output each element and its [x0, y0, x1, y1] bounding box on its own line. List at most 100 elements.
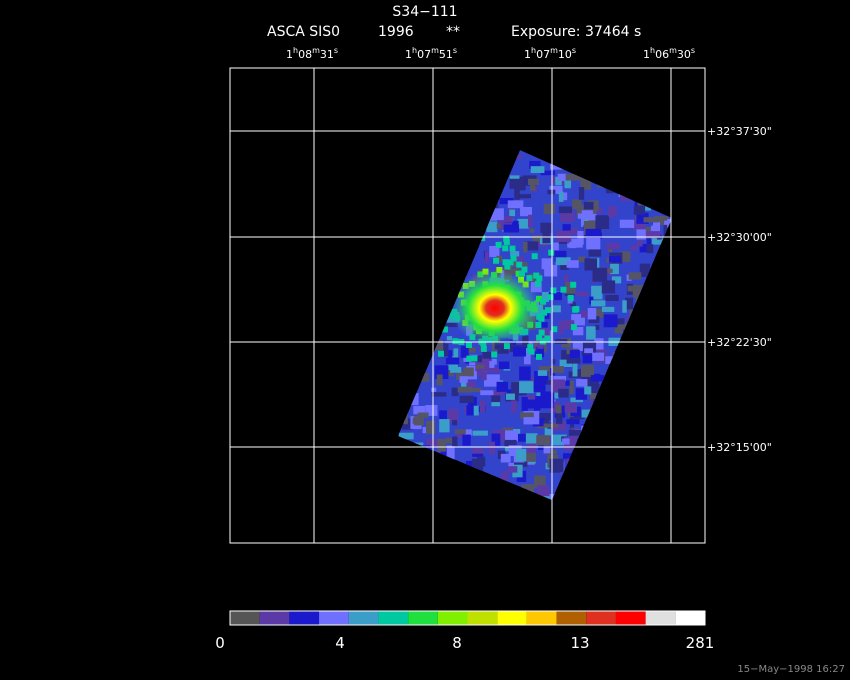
pixel-patch	[622, 300, 627, 313]
pixel-patch	[551, 358, 556, 365]
pixel-patch	[514, 186, 520, 200]
ra-value: 06	[655, 48, 669, 61]
pixel-patch	[587, 308, 597, 320]
pixel-patch	[431, 392, 447, 397]
pixel-patch	[504, 439, 517, 448]
pixel-patch	[564, 291, 575, 297]
pixel-patch	[646, 244, 654, 254]
ra-unit: s	[691, 46, 695, 55]
pixel-patch	[459, 376, 468, 383]
pixel-patch	[486, 221, 498, 233]
pixel-patch	[576, 208, 582, 218]
pixel-patch	[515, 448, 527, 462]
pixel-patch	[532, 235, 546, 243]
pixel-patch	[577, 230, 584, 245]
pixel-patch	[452, 420, 458, 426]
pixel-patch	[439, 410, 448, 420]
ra-unit: m	[550, 46, 558, 55]
colorbar-swatch	[378, 611, 409, 625]
pixel-patch	[544, 335, 551, 342]
colorbar-swatch	[467, 611, 498, 625]
pixel-patch	[515, 270, 522, 277]
pixel-patch	[646, 238, 652, 249]
pixel-patch	[570, 397, 583, 403]
pixel-patch	[636, 212, 649, 224]
pixel-patch	[584, 258, 598, 271]
pixel-patch	[601, 280, 616, 294]
colorbar-swatch	[319, 611, 349, 625]
pixel-patch	[519, 381, 534, 394]
pixel-patch	[580, 364, 595, 377]
pixel-patch	[531, 253, 538, 260]
pixel-patch	[464, 429, 472, 436]
pixel-patch	[529, 160, 541, 170]
pixel-patch	[436, 374, 443, 386]
colorbar-label: 0	[215, 634, 225, 652]
dec-label: +32°37'30"	[707, 125, 772, 138]
pixel-patch	[491, 433, 501, 446]
pixel-patch	[514, 255, 524, 267]
pixel-patch	[552, 434, 567, 446]
pixel-patch	[540, 170, 555, 176]
pixel-patch	[496, 223, 501, 229]
ra-value: 51	[439, 48, 453, 61]
pixel-patch	[503, 238, 510, 245]
ra-value: 31	[320, 48, 334, 61]
pixel-patch	[525, 433, 538, 444]
pixel-patch	[562, 453, 579, 459]
pixel-patch	[446, 445, 455, 460]
pixel-patch	[608, 255, 621, 263]
pixel-patch	[484, 374, 500, 387]
pixel-patch	[569, 349, 580, 359]
pixel-patch	[588, 308, 604, 318]
pixel-patch	[510, 255, 517, 262]
pixel-patch	[482, 351, 492, 360]
ra-label: 1h08m31s	[286, 46, 338, 61]
pixel-patch	[409, 393, 419, 406]
pixel-patch	[512, 346, 527, 357]
pixel-patch	[522, 412, 534, 418]
pixel-patch	[627, 285, 634, 292]
pixel-patch	[491, 395, 501, 405]
pixel-patch	[444, 322, 458, 328]
pixel-patch	[425, 438, 439, 448]
pixel-patch	[546, 380, 555, 385]
pixel-patch	[569, 380, 574, 395]
pixel-patch	[463, 347, 476, 353]
ra-value: 07	[536, 48, 550, 61]
pixel-patch	[529, 228, 535, 233]
pixel-patch	[471, 458, 484, 472]
pixel-patch	[533, 272, 540, 279]
pixel-patch	[544, 264, 558, 277]
pixel-patch	[524, 395, 536, 400]
pixel-patch	[466, 355, 473, 362]
pixel-patch	[488, 441, 496, 455]
pixel-patch	[507, 200, 524, 209]
ra-unit: h	[650, 46, 655, 55]
ra-value: 30	[677, 48, 691, 61]
pixel-patch	[517, 433, 533, 442]
pixel-patch	[639, 263, 651, 278]
pixel-patch	[567, 243, 583, 248]
pixel-patch	[496, 267, 503, 274]
pixel-patch	[533, 405, 541, 411]
pixel-patch	[581, 409, 596, 418]
pixel-patch	[588, 249, 602, 257]
pixel-patch	[524, 241, 539, 251]
pixel-patch	[523, 452, 536, 462]
pixel-patch	[450, 367, 462, 373]
pixel-patch	[517, 218, 529, 229]
pixel-patch	[603, 314, 618, 328]
pixel-patch	[444, 370, 454, 377]
pixel-patch	[558, 191, 564, 202]
ra-value: 07	[417, 48, 431, 61]
pixel-patch	[500, 471, 509, 483]
pixel-patch	[572, 326, 584, 336]
pixel-patch	[530, 181, 536, 191]
pixel-patch	[521, 266, 528, 273]
dec-label: +32°22'30"	[707, 336, 772, 349]
pixel-patch	[548, 249, 555, 256]
pixel-patch	[584, 348, 594, 354]
pixel-patch	[509, 245, 516, 252]
pixel-patch	[578, 256, 586, 263]
